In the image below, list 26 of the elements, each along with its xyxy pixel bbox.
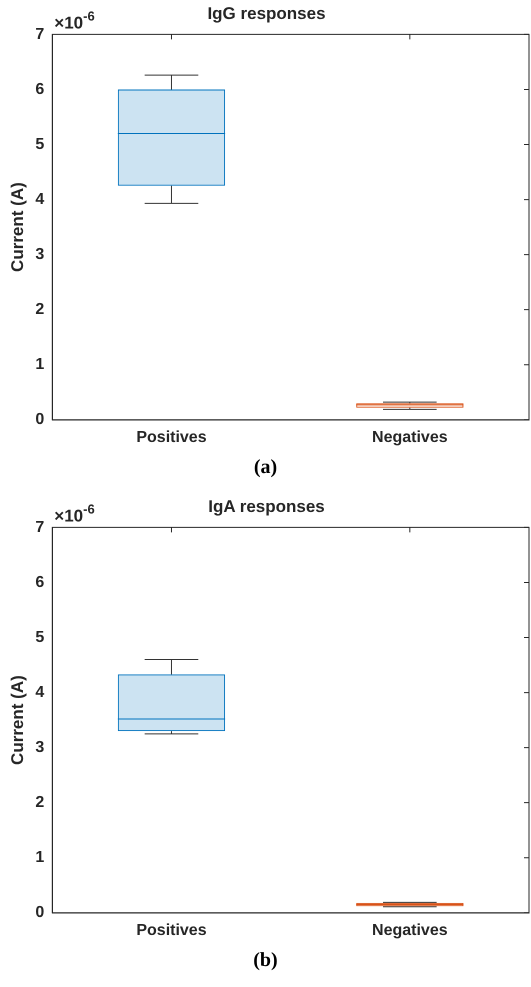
x-tick-label: Negatives bbox=[372, 428, 448, 446]
x-tick-label: Negatives bbox=[372, 922, 448, 939]
y-axis-title: Current (A) bbox=[8, 675, 27, 765]
y-tick-label: 4 bbox=[35, 190, 44, 208]
chart-title: IgA responses bbox=[208, 496, 325, 516]
y-tick-label: 2 bbox=[35, 794, 44, 812]
y-tick-label: 0 bbox=[35, 411, 44, 428]
y-tick-label: 7 bbox=[35, 26, 44, 43]
y-tick-label: 5 bbox=[35, 136, 44, 153]
x-tick-label: Positives bbox=[136, 428, 207, 446]
y-axis-title: Current (A) bbox=[8, 182, 27, 272]
y-tick-label: 0 bbox=[35, 904, 44, 922]
y-tick-label: 1 bbox=[35, 849, 44, 866]
y-tick-label: 2 bbox=[35, 301, 44, 318]
chart-title: IgG responses bbox=[207, 4, 326, 23]
x-tick-label: Positives bbox=[136, 922, 207, 939]
y-tick-label: 5 bbox=[35, 628, 44, 646]
y-tick-label: 1 bbox=[35, 356, 44, 374]
text: (b) bbox=[252, 949, 279, 972]
text: (a) bbox=[252, 456, 278, 479]
y-tick-label: 7 bbox=[35, 518, 44, 536]
y-tick-label: 4 bbox=[35, 684, 44, 701]
y-tick-label: 6 bbox=[35, 80, 44, 98]
y-tick-label: 3 bbox=[35, 739, 44, 756]
y-tick-label: 3 bbox=[35, 246, 44, 264]
y-tick-label: 6 bbox=[35, 574, 44, 591]
